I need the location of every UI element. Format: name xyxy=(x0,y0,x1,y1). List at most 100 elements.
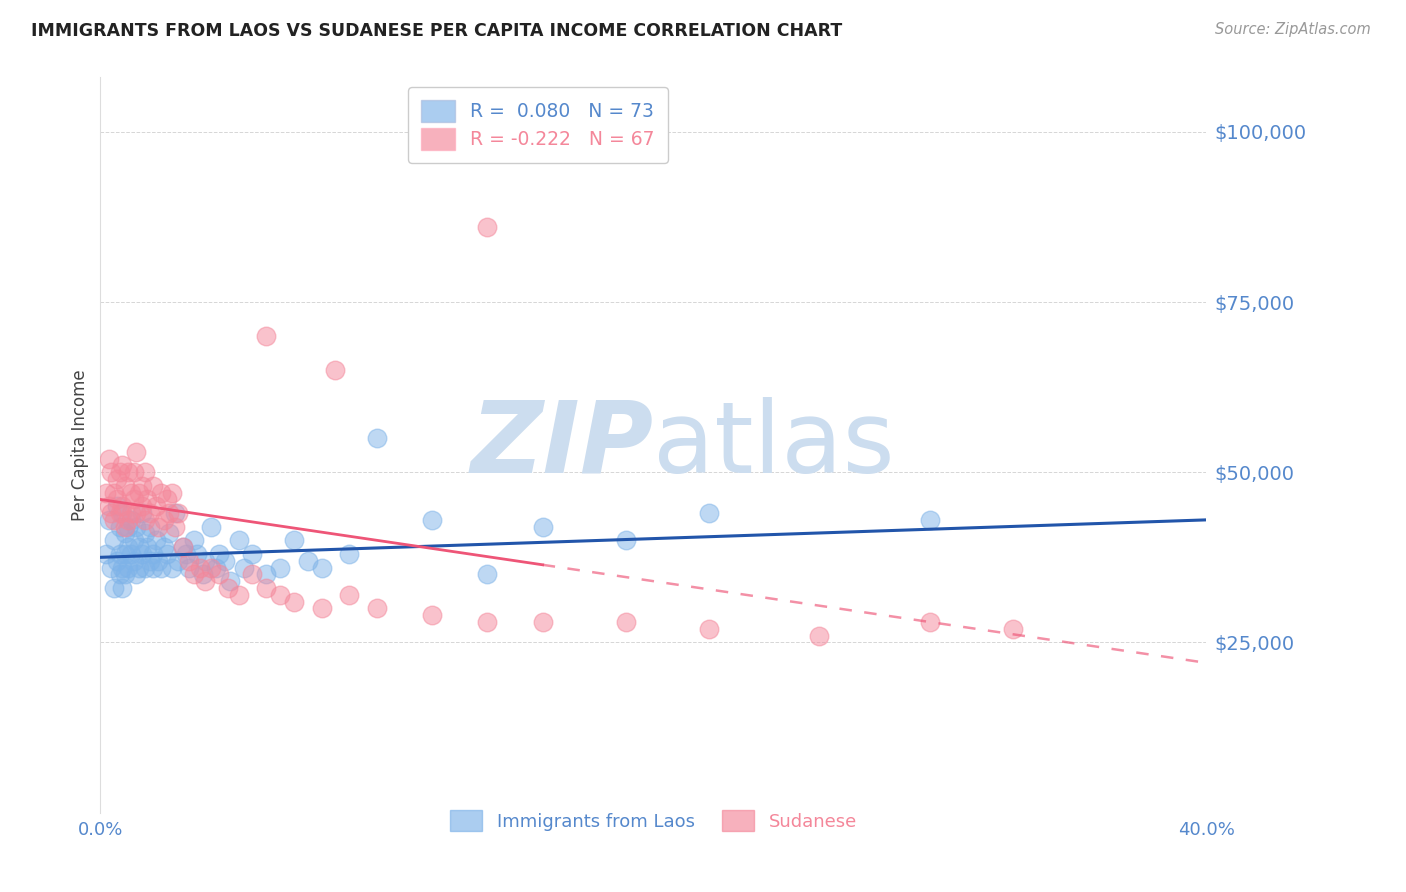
Legend: Immigrants from Laos, Sudanese: Immigrants from Laos, Sudanese xyxy=(437,797,869,844)
Point xyxy=(194,574,217,589)
Point xyxy=(188,560,211,574)
Point xyxy=(208,567,231,582)
Point xyxy=(477,567,499,582)
Point xyxy=(142,547,165,561)
Point xyxy=(214,554,236,568)
Text: ZIP: ZIP xyxy=(470,397,654,493)
Point xyxy=(134,513,156,527)
Point xyxy=(139,554,162,568)
Point xyxy=(808,629,831,643)
Point xyxy=(94,547,117,561)
Point xyxy=(156,547,179,561)
Point xyxy=(134,465,156,479)
Point xyxy=(156,492,179,507)
Point xyxy=(163,519,186,533)
Point xyxy=(242,547,264,561)
Point xyxy=(114,479,136,493)
Point xyxy=(163,506,186,520)
Point xyxy=(191,567,214,582)
Point xyxy=(420,513,443,527)
Point xyxy=(194,554,217,568)
Point xyxy=(117,560,139,574)
Point xyxy=(208,547,231,561)
Point xyxy=(117,465,139,479)
Point xyxy=(120,547,142,561)
Point xyxy=(97,513,120,527)
Point xyxy=(159,506,181,520)
Point xyxy=(217,581,239,595)
Point xyxy=(122,465,145,479)
Point xyxy=(128,560,150,574)
Point xyxy=(134,526,156,541)
Point xyxy=(108,519,131,533)
Point xyxy=(186,547,208,561)
Point xyxy=(108,465,131,479)
Point xyxy=(311,601,333,615)
Point xyxy=(366,431,388,445)
Point xyxy=(108,547,131,561)
Point xyxy=(100,506,122,520)
Point xyxy=(531,615,554,629)
Point xyxy=(160,485,183,500)
Point xyxy=(283,533,305,548)
Point xyxy=(94,485,117,500)
Point xyxy=(254,567,277,582)
Point xyxy=(120,485,142,500)
Point xyxy=(136,492,159,507)
Point xyxy=(136,540,159,554)
Point xyxy=(108,567,131,582)
Point xyxy=(111,458,134,473)
Point xyxy=(122,533,145,548)
Point xyxy=(177,560,200,574)
Point xyxy=(200,560,222,574)
Point xyxy=(172,540,194,554)
Point xyxy=(103,485,125,500)
Point xyxy=(122,554,145,568)
Point xyxy=(228,588,250,602)
Point xyxy=(918,513,941,527)
Point xyxy=(183,567,205,582)
Point xyxy=(254,581,277,595)
Point xyxy=(128,485,150,500)
Point xyxy=(159,526,181,541)
Point xyxy=(311,560,333,574)
Point xyxy=(233,560,256,574)
Point xyxy=(183,533,205,548)
Point xyxy=(153,540,176,554)
Point xyxy=(142,560,165,574)
Point xyxy=(160,560,183,574)
Point xyxy=(219,574,242,589)
Point xyxy=(120,513,142,527)
Point xyxy=(242,567,264,582)
Point xyxy=(174,547,197,561)
Point xyxy=(111,581,134,595)
Point xyxy=(134,560,156,574)
Point xyxy=(125,567,148,582)
Point xyxy=(105,500,128,514)
Point xyxy=(131,479,153,493)
Point xyxy=(103,513,125,527)
Point xyxy=(283,594,305,608)
Point xyxy=(114,526,136,541)
Point xyxy=(269,560,291,574)
Text: Source: ZipAtlas.com: Source: ZipAtlas.com xyxy=(1215,22,1371,37)
Point xyxy=(139,519,162,533)
Point xyxy=(111,560,134,574)
Point xyxy=(269,588,291,602)
Point xyxy=(150,485,173,500)
Point xyxy=(103,581,125,595)
Point xyxy=(117,519,139,533)
Point xyxy=(531,519,554,533)
Text: atlas: atlas xyxy=(654,397,894,493)
Point xyxy=(131,500,153,514)
Point xyxy=(918,615,941,629)
Point xyxy=(477,220,499,235)
Point xyxy=(100,560,122,574)
Point xyxy=(105,472,128,486)
Point xyxy=(97,500,120,514)
Point xyxy=(166,554,188,568)
Point xyxy=(105,492,128,507)
Y-axis label: Per Capita Income: Per Capita Income xyxy=(72,369,89,521)
Point xyxy=(337,547,360,561)
Point xyxy=(150,560,173,574)
